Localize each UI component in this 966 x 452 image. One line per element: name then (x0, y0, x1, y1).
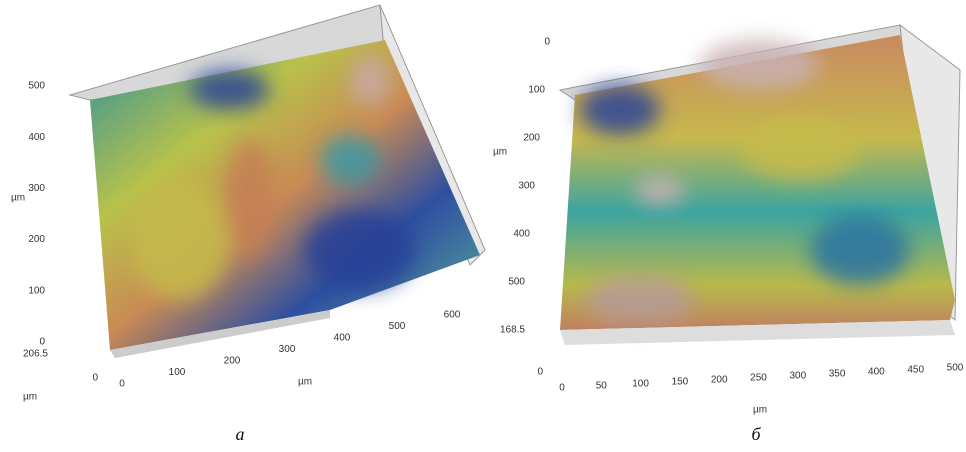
z-tick-label: 168.5 (500, 325, 525, 336)
x-tick-label: 0 (559, 383, 565, 394)
x-unit: µm (298, 377, 312, 388)
surface-b (558, 23, 961, 345)
y-tick-label: 200 (523, 133, 540, 144)
x-tick-label: 200 (224, 356, 241, 367)
x-tick-label: 50 (596, 381, 608, 392)
x-tick-label: 600 (444, 310, 461, 321)
y-tick-label: 0 (39, 337, 45, 348)
x-tick-label: 400 (334, 333, 351, 344)
y-tick-label: 100 (528, 85, 545, 96)
x-tick-label: 400 (868, 367, 885, 378)
panel-label: б (751, 424, 761, 444)
z-tick-label: 0 (92, 373, 98, 384)
z-tick-label: 0 (537, 367, 543, 378)
panel-label: а (236, 424, 245, 444)
x-tick-label: 350 (829, 369, 846, 380)
x-unit: µm (753, 405, 767, 416)
y-tick-label: 300 (518, 181, 535, 192)
y-tick-label: 200 (28, 234, 45, 245)
y-unit: µm (493, 147, 507, 158)
x-tick-label: 300 (279, 344, 296, 355)
y-tick-label: 400 (513, 229, 530, 240)
y-tick-label: 400 (28, 132, 45, 143)
x-tick-label: 300 (789, 371, 806, 382)
x-tick-label: 500 (947, 363, 964, 374)
x-tick-label: 250 (750, 373, 767, 384)
x-tick-label: 500 (389, 321, 406, 332)
x-tick-label: 100 (632, 379, 649, 390)
y-tick-label: 500 (28, 81, 45, 92)
x-tick-label: 100 (169, 367, 186, 378)
z-unit: µm (23, 392, 37, 403)
y-tick-label: 0 (544, 37, 550, 48)
y-tick-label: 300 (28, 183, 45, 194)
y-tick-label: 100 (28, 285, 45, 296)
x-tick-label: 450 (907, 365, 924, 376)
z-tick-label: 206.5 (23, 349, 48, 360)
x-tick-label: 200 (711, 375, 728, 386)
x-tick-label: 150 (672, 377, 689, 388)
y-tick-label: 500 (508, 277, 525, 288)
y-unit: µm (11, 193, 25, 204)
x-tick-label: 0 (119, 379, 125, 390)
surface-a (68, 4, 486, 358)
